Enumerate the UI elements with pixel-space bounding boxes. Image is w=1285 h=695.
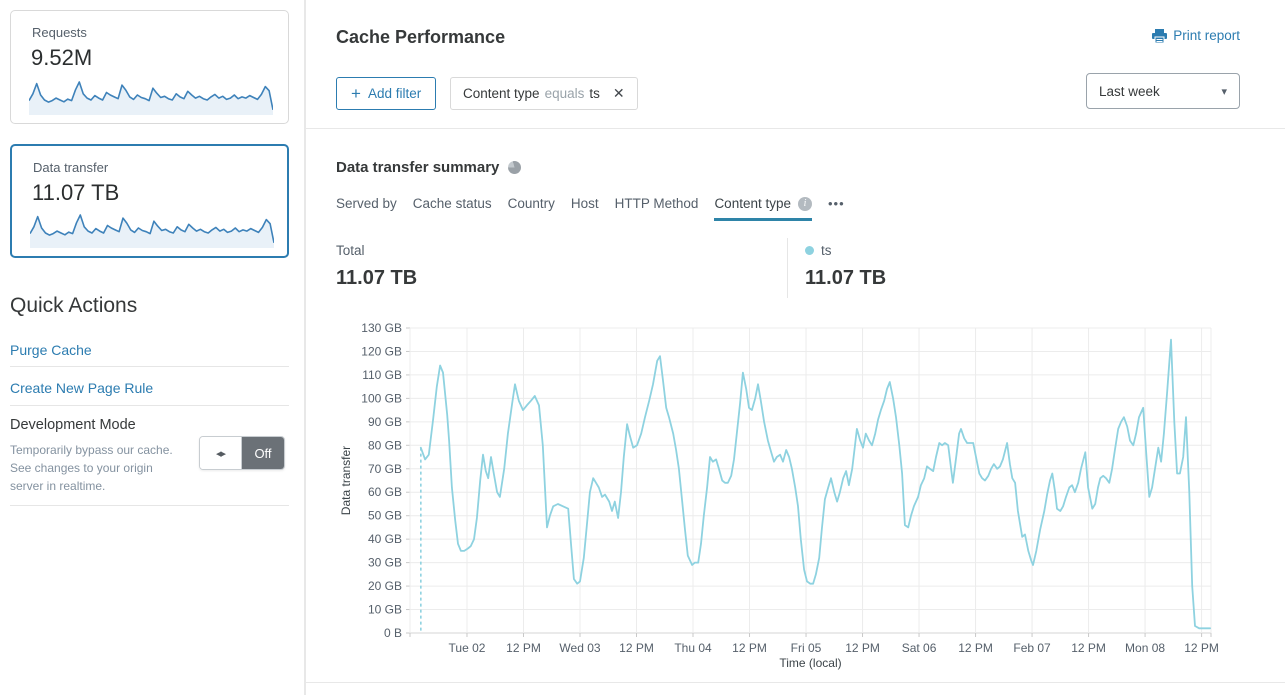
y-tick-label: 130 GB [361, 321, 402, 335]
sparkline-line [30, 214, 274, 244]
y-tick-label: 0 B [384, 626, 402, 640]
page-title: Cache Performance [336, 27, 506, 47]
tab-country[interactable]: Country [507, 196, 555, 211]
divider [306, 128, 1285, 129]
plus-icon: + [351, 84, 361, 103]
x-tick-label: 12 PM [958, 641, 993, 655]
tab-cache-status[interactable]: Cache status [412, 196, 492, 211]
print-report-label: Print report [1173, 28, 1240, 43]
filter-field: Content type [463, 86, 540, 101]
pie-chart-icon [508, 161, 522, 174]
printer-icon [1152, 28, 1168, 43]
x-tick-label: 12 PM [845, 641, 880, 655]
y-tick-label: 110 GB [362, 368, 402, 382]
divider [10, 366, 289, 367]
y-tick-label: 40 GB [368, 532, 402, 546]
legend-dot [805, 246, 814, 255]
development-mode-title: Development Mode [10, 417, 136, 433]
x-tick-label: Sat 06 [902, 641, 937, 655]
legend-label: ts [821, 243, 832, 258]
y-tick-label: 100 GB [361, 391, 402, 405]
card-title: Data transfer [33, 160, 109, 175]
print-report-link[interactable]: Print report [1152, 28, 1240, 43]
x-tick-label: 12 PM [1184, 641, 1219, 655]
time-range-select[interactable]: Last week ▾ [1086, 73, 1240, 109]
x-tick-label: Fri 05 [791, 641, 822, 655]
sparkline-line [29, 81, 273, 111]
metric-card-data-transfer[interactable]: Data transfer 11.07 TB [10, 144, 289, 258]
y-tick-label: 20 GB [368, 579, 402, 593]
filter-chip-content-type: Content type equals ts ✕ [450, 77, 638, 110]
y-tick-label: 60 GB [368, 485, 402, 499]
divider [306, 682, 1285, 683]
tab-http-method[interactable]: HTTP Method [614, 196, 699, 211]
tabs-overflow-button[interactable]: ••• [828, 196, 845, 211]
purge-cache-link[interactable]: Purge Cache [10, 342, 92, 358]
divider [10, 405, 289, 406]
dimension-tabs: Served by Cache status Country Host HTTP… [336, 196, 845, 221]
y-tick-label: 70 GB [368, 462, 402, 476]
series-line-ts [419, 338, 1211, 630]
x-tick-label: 12 PM [1071, 641, 1106, 655]
chart-area: 0 B 10 GB 20 GB 30 GB 40 GB 50 GB 60 GB 70 GB 80… [306, 310, 1285, 687]
add-filter-label: Add filter [367, 86, 422, 101]
y-tick-label: 50 GB [368, 509, 402, 523]
card-value: 9.52M [31, 45, 93, 70]
x-tick-label: Tue 02 [449, 641, 486, 655]
x-tick-label: Thu 04 [674, 641, 712, 655]
y-tick-label: 30 GB [368, 556, 402, 570]
development-mode-description: Temporarily bypass our cache. See change… [10, 443, 173, 493]
filter-value: ts [589, 86, 600, 101]
requests-sparkline-chart [29, 81, 273, 115]
toggle-arrows-icon: ◂▸ [200, 437, 242, 469]
tab-served-by[interactable]: Served by [336, 196, 397, 211]
add-filter-button[interactable]: + Add filter [336, 77, 437, 110]
y-tick-label: 120 GB [361, 344, 402, 358]
total-stat-label: Total [336, 243, 365, 258]
quick-actions-heading: Quick Actions [10, 294, 138, 317]
sparkline-fill [29, 82, 273, 115]
card-value: 11.07 TB [32, 180, 120, 205]
section-heading: Data transfer summary [336, 159, 522, 176]
create-new-page-rule-link[interactable]: Create New Page Rule [10, 380, 154, 396]
x-tick-label: Mon 08 [1125, 641, 1165, 655]
development-mode-toggle[interactable]: ◂▸ Off [199, 436, 285, 470]
time-range-value: Last week [1099, 83, 1160, 99]
divider [10, 505, 289, 506]
x-tick-label: 12 PM [732, 641, 767, 655]
sparkline-fill [30, 215, 274, 248]
total-stat-value: 11.07 TB [336, 267, 418, 289]
tab-host[interactable]: Host [570, 196, 599, 211]
remove-filter-icon[interactable]: ✕ [612, 85, 625, 101]
y-tick-label: 10 GB [368, 603, 402, 617]
info-icon[interactable]: i [798, 196, 812, 211]
y-axis-title: Data transfer [339, 446, 353, 515]
legend-item-ts: ts [805, 243, 832, 258]
y-tick-label: 80 GB [368, 438, 402, 452]
x-tick-label: 12 PM [619, 641, 654, 655]
tab-content-type[interactable]: Content type i [714, 196, 812, 221]
x-tick-label: 12 PM [506, 641, 541, 655]
ts-stat-value: 11.07 TB [805, 267, 887, 289]
metric-card-requests[interactable]: Requests 9.52M [10, 10, 289, 124]
y-tick-label: 90 GB [368, 415, 402, 429]
divider [787, 238, 788, 298]
card-title: Requests [32, 25, 87, 40]
data-transfer-chart[interactable]: 0 B 10 GB 20 GB 30 GB 40 GB 50 GB 60 GB 70 GB 80… [306, 310, 1285, 682]
chevron-down-icon: ▾ [1221, 85, 1227, 98]
x-tick-label: Wed 03 [559, 641, 600, 655]
sidebar: Requests 9.52M Data transfer 11.07 TB Qu… [0, 0, 305, 695]
filter-operator: equals [544, 86, 585, 101]
divider [305, 0, 306, 695]
toggle-state-label: Off [242, 437, 284, 469]
x-axis-title: Time (local) [779, 656, 841, 670]
section-heading-label: Data transfer summary [336, 159, 500, 176]
data-transfer-sparkline-chart [30, 214, 274, 248]
x-tick-label: Feb 07 [1013, 641, 1051, 655]
